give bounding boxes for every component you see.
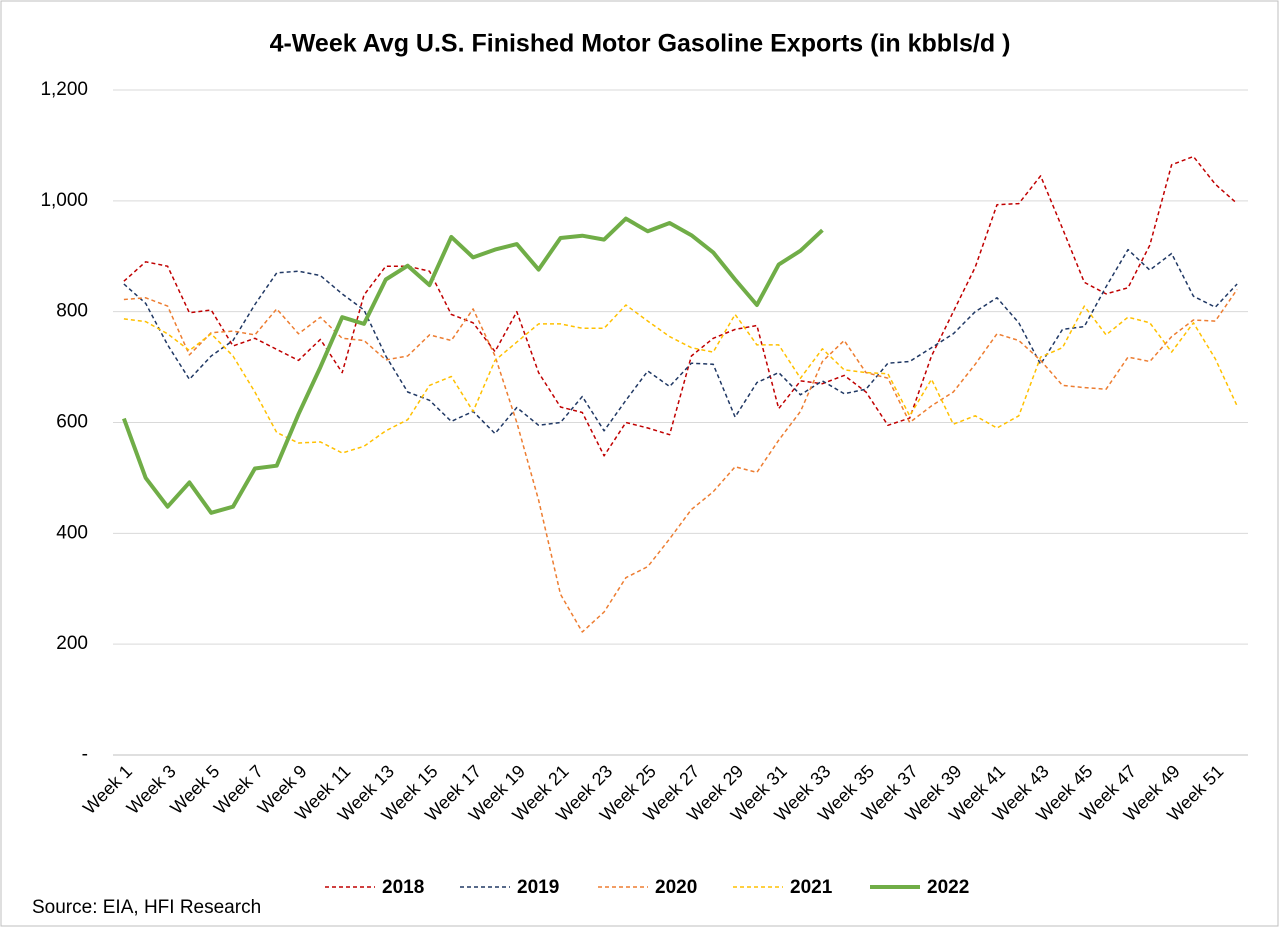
series-line [122, 216, 824, 515]
series-line [123, 289, 1238, 633]
y-tick-label: 400 [56, 522, 88, 543]
y-tick-label: 200 [56, 633, 88, 654]
y-tick-label: 1,200 [40, 79, 88, 100]
legend-label: 2022 [927, 877, 969, 898]
chart-title: 4-Week Avg U.S. Finished Motor Gasoline … [270, 30, 1011, 58]
legend-label: 2020 [655, 877, 697, 898]
y-tick-label: - [82, 744, 88, 765]
legend-label: 2018 [382, 877, 424, 898]
y-tick-label: 800 [56, 301, 88, 322]
series-line [123, 304, 1238, 454]
y-tick-label: 1,000 [40, 190, 88, 211]
source-note: Source: EIA, HFI Research [32, 897, 261, 918]
y-tick-label: 600 [56, 412, 88, 433]
series-line [123, 248, 1238, 435]
legend-label: 2021 [790, 877, 833, 898]
legend-label: 2019 [517, 877, 559, 898]
series-line [123, 155, 1238, 457]
